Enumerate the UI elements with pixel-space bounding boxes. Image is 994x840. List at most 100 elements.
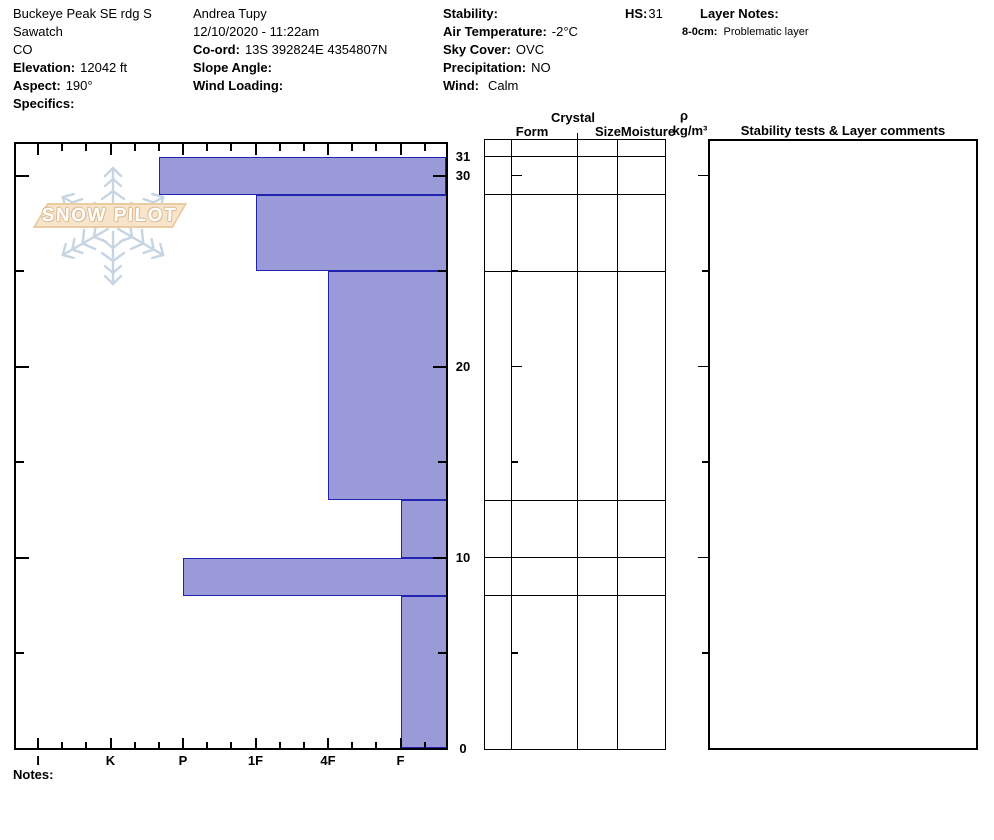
hardness-minor-tick: [278, 741, 281, 749]
depth-tick: [511, 556, 522, 559]
layer-boundary-line: [483, 557, 666, 559]
snow-layer-bar: [328, 271, 447, 501]
depth-tick: [438, 652, 446, 655]
hardness-axis-label: K: [105, 753, 116, 768]
layer-note-row: 8-0cm: Problematic layer: [682, 25, 809, 39]
wind-value: Calm: [487, 78, 519, 93]
stability-label: Stability:: [443, 6, 498, 21]
hardness-tick: [182, 144, 184, 155]
notes-label: Notes:: [13, 767, 54, 782]
depth-tick: [16, 461, 24, 464]
precip-value: NO: [531, 60, 551, 75]
depth-tick: [698, 365, 708, 368]
hardness-tick: [109, 144, 112, 155]
depth-axis-label: 0: [459, 740, 467, 756]
coord-row: Co-ord: 13S 392824E 4354807N: [193, 41, 387, 59]
layer-boundary-line: [483, 194, 666, 196]
hardness-minor-tick: [351, 741, 354, 749]
hardness-minor-tick: [302, 144, 305, 151]
hardness-minor-tick: [157, 741, 160, 749]
sky-cover-value: OVC: [515, 42, 545, 57]
depth-tick: [698, 174, 708, 177]
air-temp-row: Air Temperature: -2°C: [443, 23, 578, 41]
hardness-tick: [327, 737, 329, 749]
hardness-tick: [254, 144, 257, 155]
table-col-divider: [511, 139, 512, 750]
aspect-label: Aspect:: [13, 78, 61, 93]
hardness-axis-label: 1F: [247, 753, 264, 768]
hardness-minor-tick: [133, 144, 136, 151]
hs-value: 31: [648, 6, 663, 21]
wind-row: Wind: Calm: [443, 77, 578, 95]
hs-label: HS:: [625, 6, 648, 21]
elevation-value: 12042 ft: [80, 60, 128, 75]
hardness-minor-tick: [423, 741, 426, 749]
precip-label: Precipitation:: [443, 60, 527, 75]
coord-value: 13S 392824E 4354807N: [244, 42, 388, 57]
form-header: Form: [515, 124, 549, 139]
table-bottom-border: [483, 748, 666, 750]
hardness-tick: [254, 737, 257, 749]
hardness-minor-tick: [278, 144, 281, 151]
coord-label: Co-ord:: [193, 42, 240, 57]
snow-layer-bar: [183, 557, 447, 596]
depth-tick: [433, 174, 446, 177]
hardness-minor-tick: [61, 741, 64, 749]
crystal-header: Crystal: [550, 110, 596, 125]
comments-header: Stability tests & Layer comments: [740, 123, 946, 138]
hardness-tick: [327, 144, 329, 155]
layer-boundary-line: [483, 499, 666, 501]
density-units-header: kg/m³: [672, 123, 708, 138]
size-header: Size: [594, 124, 621, 139]
slope-angle-label: Slope Angle:: [193, 60, 272, 75]
layer-boundary-line: [483, 270, 666, 272]
depth-tick: [702, 270, 708, 272]
hardness-minor-tick: [230, 741, 233, 749]
location-block: Buckeye Peak SE rdg S Sawatch CO Elevati…: [13, 5, 152, 113]
hardness-axis-label: P: [178, 753, 188, 768]
snow-layer-bar: [255, 194, 447, 272]
stability-row: Stability:: [443, 5, 578, 23]
hardness-minor-tick: [85, 144, 88, 151]
depth-tick: [16, 270, 24, 273]
size-moisture-divider: [617, 139, 618, 750]
sky-cover-row: Sky Cover: OVC: [443, 41, 578, 59]
wind-label: Wind:: [443, 78, 479, 93]
hs-row: HS:31: [625, 5, 663, 23]
hardness-minor-tick: [230, 144, 233, 151]
sky-cover-label: Sky Cover:: [443, 42, 511, 57]
air-temp-label: Air Temperature:: [443, 24, 547, 39]
depth-tick: [16, 556, 29, 559]
hardness-minor-tick: [351, 144, 354, 151]
table-left-border: [483, 139, 485, 750]
air-temp-value: -2°C: [551, 24, 578, 39]
depth-tick: [511, 174, 522, 177]
hardness-minor-tick: [206, 741, 209, 749]
snow-layer-bar: [400, 595, 447, 749]
depth-tick: [438, 270, 446, 273]
stability-tests-comments-box: [708, 138, 978, 750]
site-state: CO: [13, 42, 33, 57]
depth-axis-label: 10: [455, 549, 471, 565]
aspect-value: 190°: [65, 78, 93, 93]
hardness-minor-tick: [375, 144, 378, 151]
layer-note-range: 8-0cm:: [682, 26, 718, 38]
depth-tick: [511, 652, 518, 654]
layer-boundary-line: [483, 156, 666, 158]
aspect-row: Aspect: 190°: [13, 77, 152, 95]
hardness-axis-label: I: [36, 753, 40, 768]
depth-tick: [16, 174, 29, 177]
specifics-row: Specifics:: [13, 95, 152, 113]
elevation-row: Elevation: 12042 ft: [13, 59, 152, 77]
hardness-tick: [182, 737, 184, 749]
depth-tick: [511, 461, 518, 463]
hardness-tick: [399, 737, 402, 749]
depth-tick: [511, 270, 518, 272]
table-top-border: [483, 138, 666, 140]
hardness-minor-tick: [157, 144, 160, 151]
hardness-minor-tick: [375, 741, 378, 749]
elevation-label: Elevation:: [13, 60, 76, 75]
depth-axis-label: 30: [455, 167, 471, 183]
